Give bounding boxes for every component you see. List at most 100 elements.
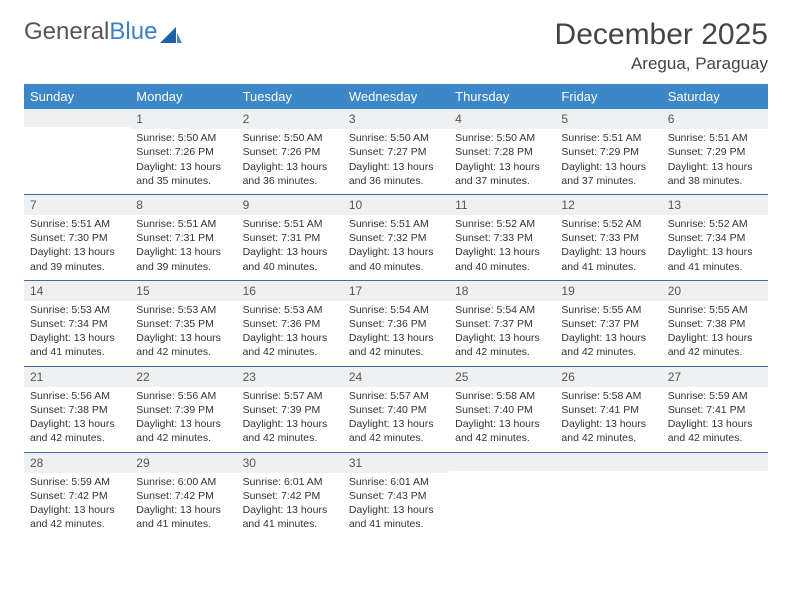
day-cell: 19Sunrise: 5:55 AMSunset: 7:37 PMDayligh… — [555, 281, 661, 366]
sunset-text: Sunset: 7:36 PM — [243, 317, 337, 331]
daylight-line2: and 42 minutes. — [136, 345, 230, 359]
day-cell: 1Sunrise: 5:50 AMSunset: 7:26 PMDaylight… — [130, 109, 236, 194]
sunset-text: Sunset: 7:42 PM — [136, 489, 230, 503]
day-body: Sunrise: 5:50 AMSunset: 7:28 PMDaylight:… — [449, 129, 555, 194]
sunset-text: Sunset: 7:41 PM — [561, 403, 655, 417]
day-cell: 25Sunrise: 5:58 AMSunset: 7:40 PMDayligh… — [449, 367, 555, 452]
sunrise-text: Sunrise: 5:53 AM — [243, 303, 337, 317]
day-cell: 4Sunrise: 5:50 AMSunset: 7:28 PMDaylight… — [449, 109, 555, 194]
sunset-text: Sunset: 7:38 PM — [668, 317, 762, 331]
sunrise-text: Sunrise: 6:01 AM — [243, 475, 337, 489]
day-number: 5 — [555, 109, 661, 129]
daylight-line1: Daylight: 13 hours — [349, 417, 443, 431]
daylight-line1: Daylight: 13 hours — [349, 331, 443, 345]
daylight-line2: and 37 minutes. — [455, 174, 549, 188]
logo-sail-icon — [160, 27, 182, 43]
daylight-line2: and 42 minutes. — [668, 345, 762, 359]
day-body: Sunrise: 5:56 AMSunset: 7:38 PMDaylight:… — [24, 387, 130, 452]
sunset-text: Sunset: 7:39 PM — [136, 403, 230, 417]
day-body: Sunrise: 6:01 AMSunset: 7:42 PMDaylight:… — [237, 473, 343, 538]
daylight-line1: Daylight: 13 hours — [30, 417, 124, 431]
day-cell: 12Sunrise: 5:52 AMSunset: 7:33 PMDayligh… — [555, 195, 661, 280]
day-body: Sunrise: 5:50 AMSunset: 7:26 PMDaylight:… — [130, 129, 236, 194]
day-body: Sunrise: 5:51 AMSunset: 7:31 PMDaylight:… — [130, 215, 236, 280]
daylight-line2: and 42 minutes. — [30, 517, 124, 531]
daylight-line2: and 41 minutes. — [30, 345, 124, 359]
day-body: Sunrise: 5:59 AMSunset: 7:41 PMDaylight:… — [662, 387, 768, 452]
daylight-line2: and 42 minutes. — [349, 345, 443, 359]
sunset-text: Sunset: 7:29 PM — [668, 145, 762, 159]
day-number: 30 — [237, 453, 343, 473]
daylight-line2: and 42 minutes. — [30, 431, 124, 445]
daylight-line2: and 39 minutes. — [30, 260, 124, 274]
daylight-line2: and 39 minutes. — [136, 260, 230, 274]
sunset-text: Sunset: 7:37 PM — [455, 317, 549, 331]
day-number: 10 — [343, 195, 449, 215]
day-body: Sunrise: 5:52 AMSunset: 7:33 PMDaylight:… — [449, 215, 555, 280]
daylight-line1: Daylight: 13 hours — [136, 160, 230, 174]
sunset-text: Sunset: 7:28 PM — [455, 145, 549, 159]
day-body: Sunrise: 5:54 AMSunset: 7:36 PMDaylight:… — [343, 301, 449, 366]
logo-text: GeneralBlue — [24, 18, 157, 46]
day-cell: 21Sunrise: 5:56 AMSunset: 7:38 PMDayligh… — [24, 367, 130, 452]
day-cell — [555, 453, 661, 538]
daylight-line2: and 42 minutes. — [668, 431, 762, 445]
day-body: Sunrise: 5:55 AMSunset: 7:37 PMDaylight:… — [555, 301, 661, 366]
daylight-line1: Daylight: 13 hours — [455, 417, 549, 431]
day-cell: 27Sunrise: 5:59 AMSunset: 7:41 PMDayligh… — [662, 367, 768, 452]
daylight-line1: Daylight: 13 hours — [136, 331, 230, 345]
day-number — [662, 453, 768, 471]
sunset-text: Sunset: 7:39 PM — [243, 403, 337, 417]
sunrise-text: Sunrise: 5:53 AM — [30, 303, 124, 317]
day-number: 3 — [343, 109, 449, 129]
day-cell: 2Sunrise: 5:50 AMSunset: 7:26 PMDaylight… — [237, 109, 343, 194]
sunset-text: Sunset: 7:34 PM — [30, 317, 124, 331]
day-cell: 13Sunrise: 5:52 AMSunset: 7:34 PMDayligh… — [662, 195, 768, 280]
day-number — [555, 453, 661, 471]
sunrise-text: Sunrise: 5:54 AM — [349, 303, 443, 317]
day-body: Sunrise: 5:59 AMSunset: 7:42 PMDaylight:… — [24, 473, 130, 538]
daylight-line1: Daylight: 13 hours — [668, 331, 762, 345]
sunrise-text: Sunrise: 5:50 AM — [349, 131, 443, 145]
calendar-body: 1Sunrise: 5:50 AMSunset: 7:26 PMDaylight… — [24, 109, 768, 537]
daylight-line1: Daylight: 13 hours — [455, 331, 549, 345]
day-body: Sunrise: 5:55 AMSunset: 7:38 PMDaylight:… — [662, 301, 768, 366]
weekday-thu: Thursday — [449, 84, 555, 109]
day-number: 8 — [130, 195, 236, 215]
day-body: Sunrise: 5:50 AMSunset: 7:26 PMDaylight:… — [237, 129, 343, 194]
day-number: 7 — [24, 195, 130, 215]
daylight-line2: and 42 minutes. — [243, 431, 337, 445]
week-row: 1Sunrise: 5:50 AMSunset: 7:26 PMDaylight… — [24, 109, 768, 195]
day-cell: 17Sunrise: 5:54 AMSunset: 7:36 PMDayligh… — [343, 281, 449, 366]
sunrise-text: Sunrise: 5:51 AM — [349, 217, 443, 231]
sunrise-text: Sunrise: 5:51 AM — [243, 217, 337, 231]
daylight-line1: Daylight: 13 hours — [30, 331, 124, 345]
daylight-line2: and 42 minutes. — [136, 431, 230, 445]
sunrise-text: Sunrise: 5:51 AM — [668, 131, 762, 145]
day-body: Sunrise: 6:00 AMSunset: 7:42 PMDaylight:… — [130, 473, 236, 538]
day-cell: 9Sunrise: 5:51 AMSunset: 7:31 PMDaylight… — [237, 195, 343, 280]
day-number: 11 — [449, 195, 555, 215]
daylight-line2: and 41 minutes. — [668, 260, 762, 274]
day-number: 21 — [24, 367, 130, 387]
day-number: 27 — [662, 367, 768, 387]
sunset-text: Sunset: 7:36 PM — [349, 317, 443, 331]
daylight-line1: Daylight: 13 hours — [136, 417, 230, 431]
daylight-line2: and 36 minutes. — [349, 174, 443, 188]
day-body: Sunrise: 5:56 AMSunset: 7:39 PMDaylight:… — [130, 387, 236, 452]
day-cell: 22Sunrise: 5:56 AMSunset: 7:39 PMDayligh… — [130, 367, 236, 452]
daylight-line2: and 42 minutes. — [243, 345, 337, 359]
day-cell: 30Sunrise: 6:01 AMSunset: 7:42 PMDayligh… — [237, 453, 343, 538]
day-cell: 8Sunrise: 5:51 AMSunset: 7:31 PMDaylight… — [130, 195, 236, 280]
sunset-text: Sunset: 7:26 PM — [136, 145, 230, 159]
daylight-line1: Daylight: 13 hours — [561, 331, 655, 345]
sunrise-text: Sunrise: 5:53 AM — [136, 303, 230, 317]
sunrise-text: Sunrise: 5:50 AM — [455, 131, 549, 145]
day-body: Sunrise: 5:51 AMSunset: 7:29 PMDaylight:… — [555, 129, 661, 194]
weekday-tue: Tuesday — [237, 84, 343, 109]
header: GeneralBlue December 2025 Aregua, Paragu… — [24, 18, 768, 74]
day-number: 2 — [237, 109, 343, 129]
day-body: Sunrise: 5:54 AMSunset: 7:37 PMDaylight:… — [449, 301, 555, 366]
day-number: 6 — [662, 109, 768, 129]
weekday-sun: Sunday — [24, 84, 130, 109]
